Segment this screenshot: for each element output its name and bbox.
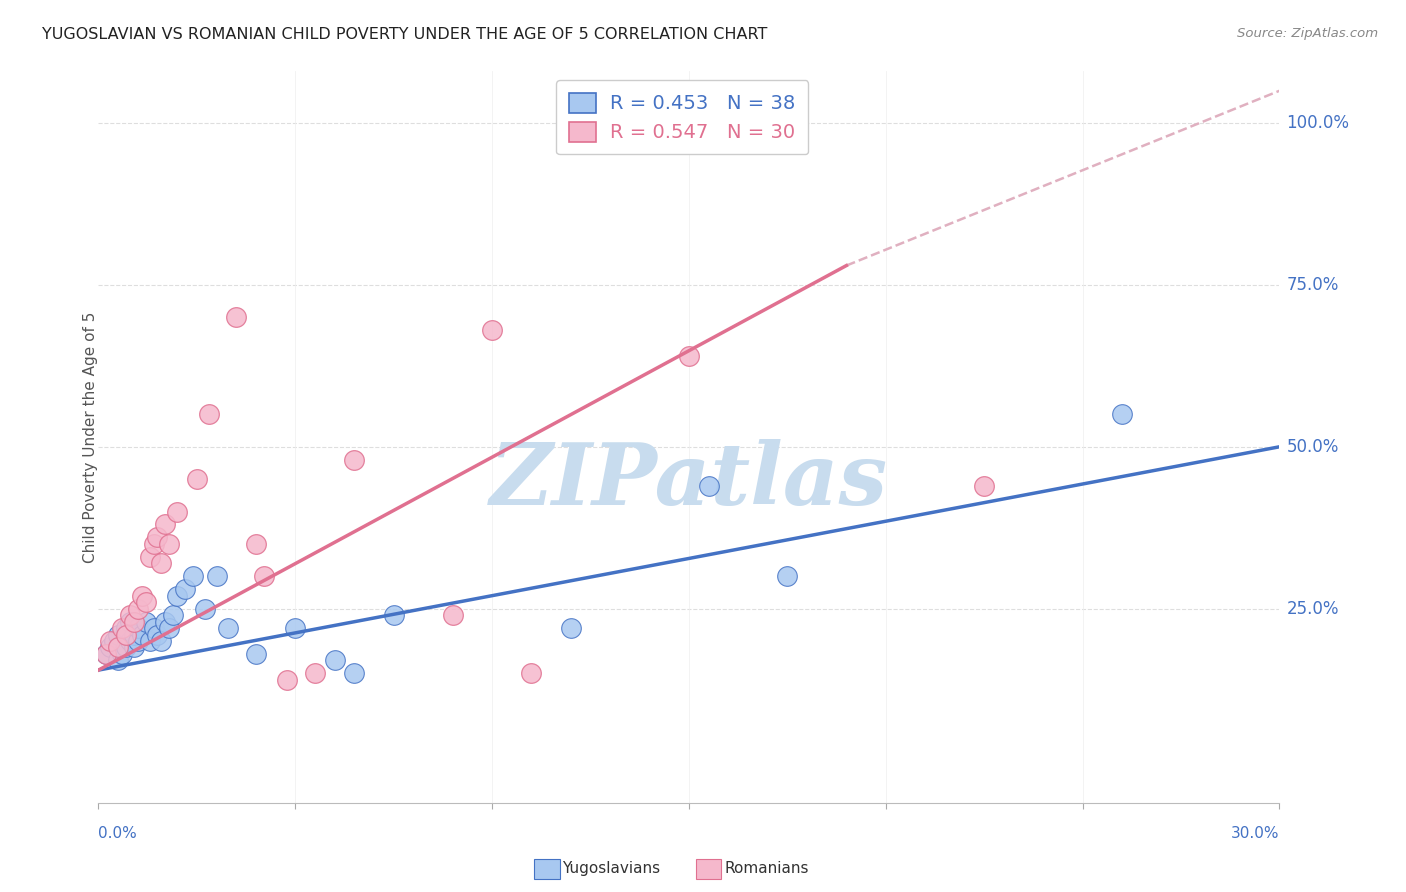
Text: YUGOSLAVIAN VS ROMANIAN CHILD POVERTY UNDER THE AGE OF 5 CORRELATION CHART: YUGOSLAVIAN VS ROMANIAN CHILD POVERTY UN… <box>42 27 768 42</box>
Point <box>225 310 247 325</box>
Point <box>194 601 217 615</box>
Point <box>560 621 582 635</box>
Point <box>98 640 121 655</box>
Point <box>382 608 405 623</box>
Text: Romanians: Romanians <box>724 862 808 876</box>
Point <box>776 569 799 583</box>
Point <box>138 549 160 564</box>
Point <box>131 627 153 641</box>
Point <box>343 666 366 681</box>
Point <box>155 615 177 629</box>
Point <box>127 601 149 615</box>
Point <box>205 569 228 583</box>
Legend: R = 0.453   N = 38, R = 0.547   N = 30: R = 0.453 N = 38, R = 0.547 N = 30 <box>557 80 808 154</box>
Text: ZIPatlas: ZIPatlas <box>489 439 889 523</box>
Point <box>146 530 169 544</box>
Point <box>138 634 160 648</box>
Point <box>181 569 204 583</box>
Point <box>118 634 141 648</box>
Point <box>96 647 118 661</box>
Point <box>323 653 346 667</box>
Point <box>284 621 307 635</box>
Point <box>122 627 145 641</box>
Point <box>217 621 239 635</box>
Point <box>118 615 141 629</box>
Y-axis label: Child Poverty Under the Age of 5: Child Poverty Under the Age of 5 <box>83 311 97 563</box>
Point <box>678 349 700 363</box>
Point <box>135 615 157 629</box>
Point <box>111 647 134 661</box>
Point <box>166 504 188 518</box>
Point <box>973 478 995 492</box>
Point <box>150 557 173 571</box>
Point <box>441 608 464 623</box>
Point <box>697 478 720 492</box>
Point <box>174 582 197 597</box>
Point <box>1111 408 1133 422</box>
Point <box>146 627 169 641</box>
Text: 100.0%: 100.0% <box>1286 114 1350 132</box>
Point <box>245 647 267 661</box>
Point <box>197 408 219 422</box>
Text: 30.0%: 30.0% <box>1232 827 1279 841</box>
Point <box>122 640 145 655</box>
Point <box>155 517 177 532</box>
Point <box>135 595 157 609</box>
Point <box>481 323 503 337</box>
Text: 25.0%: 25.0% <box>1286 599 1339 617</box>
Point <box>98 634 121 648</box>
Point <box>131 589 153 603</box>
Text: Yugoslavians: Yugoslavians <box>562 862 661 876</box>
Point <box>245 537 267 551</box>
Point <box>122 615 145 629</box>
Point <box>186 472 208 486</box>
Point <box>142 621 165 635</box>
Point <box>103 634 125 648</box>
Point <box>115 627 138 641</box>
Point <box>276 673 298 687</box>
Point <box>304 666 326 681</box>
Point <box>253 569 276 583</box>
Text: Source: ZipAtlas.com: Source: ZipAtlas.com <box>1237 27 1378 40</box>
Text: 75.0%: 75.0% <box>1286 276 1339 294</box>
Point <box>157 621 180 635</box>
Point <box>96 647 118 661</box>
Point <box>107 640 129 655</box>
Point <box>162 608 184 623</box>
Point <box>343 452 366 467</box>
Point <box>118 608 141 623</box>
Point <box>157 537 180 551</box>
Point <box>150 634 173 648</box>
Point <box>166 589 188 603</box>
Point <box>127 621 149 635</box>
Point <box>115 621 138 635</box>
Point <box>111 621 134 635</box>
Point <box>520 666 543 681</box>
Point <box>142 537 165 551</box>
Text: 50.0%: 50.0% <box>1286 438 1339 456</box>
Point <box>107 653 129 667</box>
Point <box>107 627 129 641</box>
Text: 0.0%: 0.0% <box>98 827 138 841</box>
Point <box>115 640 138 655</box>
Point <box>127 634 149 648</box>
